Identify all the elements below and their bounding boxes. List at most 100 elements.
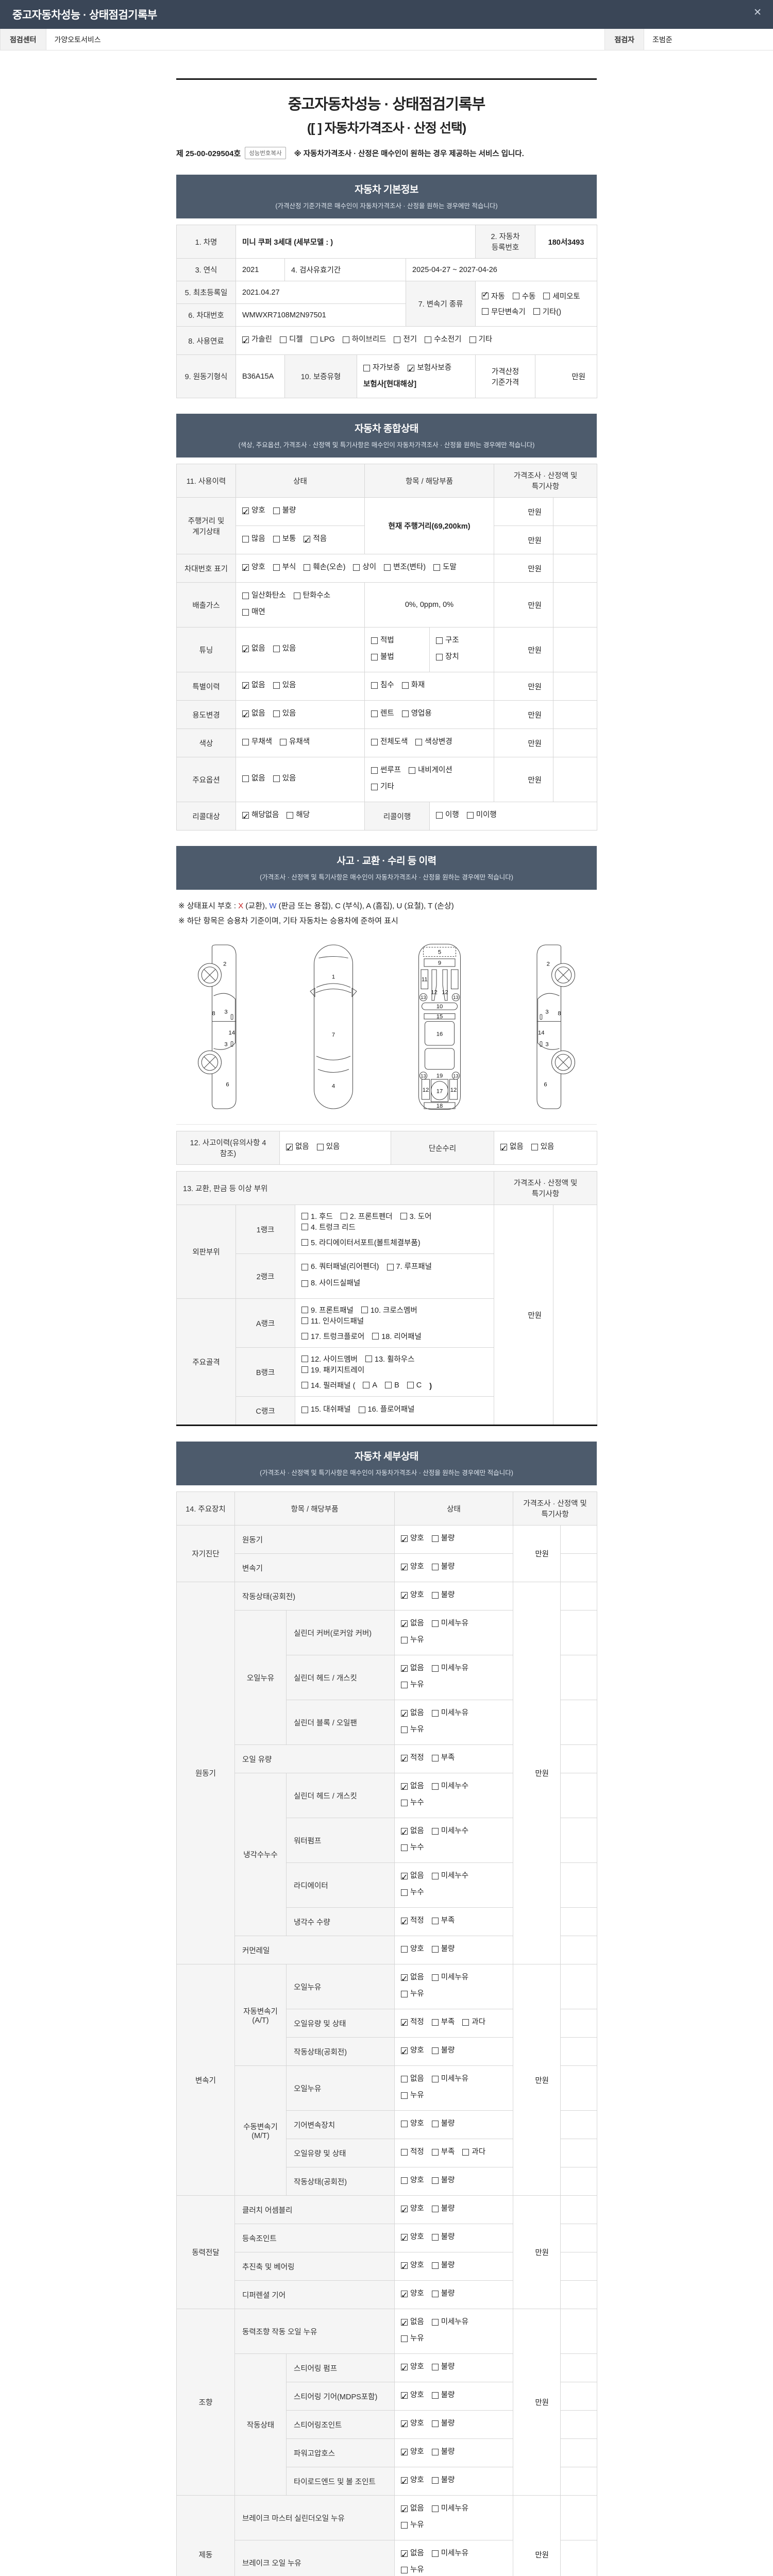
checkbox[interactable] (431, 2121, 439, 2127)
check-option[interactable]: 구조 (436, 633, 459, 648)
checkbox[interactable] (371, 767, 378, 774)
checkbox-checked[interactable] (401, 1752, 408, 1768)
checkbox[interactable] (431, 2477, 439, 2484)
check-option[interactable]: 보통 (273, 532, 296, 547)
checkbox[interactable] (431, 1783, 439, 1790)
check-option[interactable]: 1. 후드 (301, 1211, 333, 1222)
checkbox[interactable] (431, 2019, 439, 2026)
checkbox[interactable] (301, 1213, 308, 1219)
check-option[interactable]: 전체도색 (371, 735, 408, 750)
checkbox[interactable] (386, 1264, 394, 1270)
check-option[interactable]: 기타() (533, 306, 561, 317)
checkbox-checked[interactable] (401, 2446, 408, 2462)
checkbox-checked[interactable] (242, 333, 249, 350)
checkbox-checked[interactable] (401, 2547, 408, 2564)
check-option[interactable]: 유채색 (280, 735, 310, 750)
check-option[interactable]: 미세누유 (431, 1616, 468, 1631)
checkbox[interactable] (371, 739, 378, 745)
check-option[interactable]: 훼손(오손) (304, 560, 345, 575)
checkbox[interactable] (371, 784, 378, 790)
checkbox[interactable] (401, 1844, 408, 1851)
check-option[interactable]: 양호 (242, 503, 265, 521)
check-option[interactable]: 보험사보증 (408, 361, 451, 378)
check-option[interactable]: 양호 (401, 2388, 424, 2405)
check-option[interactable]: 없음 (401, 1970, 424, 1988)
checkbox[interactable] (301, 1366, 308, 1373)
checkbox[interactable] (482, 308, 489, 315)
check-option[interactable]: 누유 (401, 1722, 424, 1737)
check-option[interactable]: 적정 (401, 1913, 424, 1931)
check-option[interactable]: 양호 (401, 2416, 424, 2434)
check-option[interactable]: 양호 (401, 1531, 424, 1549)
checkbox[interactable] (401, 1800, 408, 1806)
checkbox[interactable] (280, 336, 287, 343)
checkbox[interactable] (401, 1682, 408, 1688)
check-option[interactable]: 누유 (401, 2088, 424, 2103)
check-option[interactable]: 없음 (500, 1140, 524, 1157)
check-option[interactable]: 누수 (401, 1795, 424, 1810)
check-option[interactable]: 미세누수 (431, 1869, 468, 1884)
check-option[interactable]: 미세누유 (431, 1706, 468, 1721)
check-option[interactable]: 양호 (242, 560, 265, 578)
check-option[interactable]: 있음 (273, 706, 296, 721)
checkbox[interactable] (385, 1382, 392, 1388)
checkbox[interactable] (301, 1307, 308, 1313)
checkbox[interactable] (371, 654, 378, 660)
checkbox[interactable] (293, 592, 300, 599)
check-option[interactable]: 4. 트렁크 리드 (301, 1222, 356, 1232)
checkbox[interactable] (401, 710, 409, 717)
checkbox[interactable] (431, 1974, 439, 1981)
checkbox-checked[interactable] (401, 1825, 408, 1841)
checkbox[interactable] (401, 2076, 408, 2082)
checkbox-checked[interactable] (401, 2417, 408, 2434)
check-option[interactable]: 불량 (431, 1531, 455, 1546)
checkbox[interactable] (301, 1224, 308, 1230)
check-option[interactable]: 양호 (401, 2043, 424, 2061)
check-option[interactable]: B (385, 1381, 399, 1389)
checkbox[interactable] (353, 564, 360, 571)
check-option[interactable]: 영업용 (401, 706, 432, 721)
checkbox[interactable] (242, 739, 249, 745)
check-option[interactable]: 양호 (401, 2201, 424, 2219)
check-option[interactable]: 17. 트렁크플로어 (301, 1331, 364, 1342)
check-option[interactable]: 디젤 (280, 332, 303, 347)
check-option[interactable]: 불량 (431, 2258, 455, 2273)
checkbox[interactable] (273, 775, 280, 782)
check-option[interactable]: 양호 (401, 2445, 424, 2462)
check-option[interactable]: 불량 (431, 2388, 455, 2403)
check-option[interactable]: 있음 (273, 641, 296, 656)
checkbox[interactable] (401, 1726, 408, 1733)
checkbox-checked[interactable] (242, 679, 249, 696)
check-option[interactable]: 있음 (316, 1140, 340, 1155)
checkbox[interactable] (401, 1637, 408, 1643)
check-option[interactable]: 과다 (462, 2145, 485, 2160)
checkbox-checked[interactable] (401, 1707, 408, 1723)
check-option[interactable]: 양호 (401, 2258, 424, 2276)
check-option[interactable]: 부족 (431, 1913, 455, 1928)
check-option[interactable]: 누유 (401, 2518, 424, 2533)
check-option[interactable]: A (363, 1381, 377, 1389)
checkbox[interactable] (301, 1406, 308, 1413)
checkbox-checked[interactable] (401, 1870, 408, 1886)
check-option[interactable]: 색상변경 (415, 735, 452, 750)
checkbox[interactable] (543, 293, 550, 299)
check-option[interactable]: 미세누유 (431, 2501, 468, 2516)
checkbox[interactable] (462, 2019, 469, 2026)
checkbox[interactable] (287, 812, 294, 819)
check-option[interactable]: 해당없음 (242, 808, 279, 825)
check-option[interactable]: 있음 (273, 678, 296, 693)
checkbox[interactable] (407, 1382, 414, 1388)
check-option[interactable]: 하이브리드 (342, 332, 386, 347)
checkbox[interactable] (273, 536, 280, 543)
checkbox[interactable] (340, 1213, 347, 1219)
check-option[interactable]: 없음 (401, 2546, 424, 2564)
check-option[interactable]: 누유 (401, 1677, 424, 1692)
checkbox[interactable] (469, 336, 476, 343)
check-option[interactable]: 양호 (401, 2116, 424, 2131)
checkbox[interactable] (401, 1991, 408, 1997)
checkbox[interactable] (310, 336, 317, 343)
check-option[interactable]: 불량 (431, 2445, 455, 2460)
checkbox[interactable] (342, 336, 349, 343)
check-option[interactable]: 누유 (401, 1633, 424, 1648)
check-option[interactable]: 매연 (242, 605, 265, 620)
